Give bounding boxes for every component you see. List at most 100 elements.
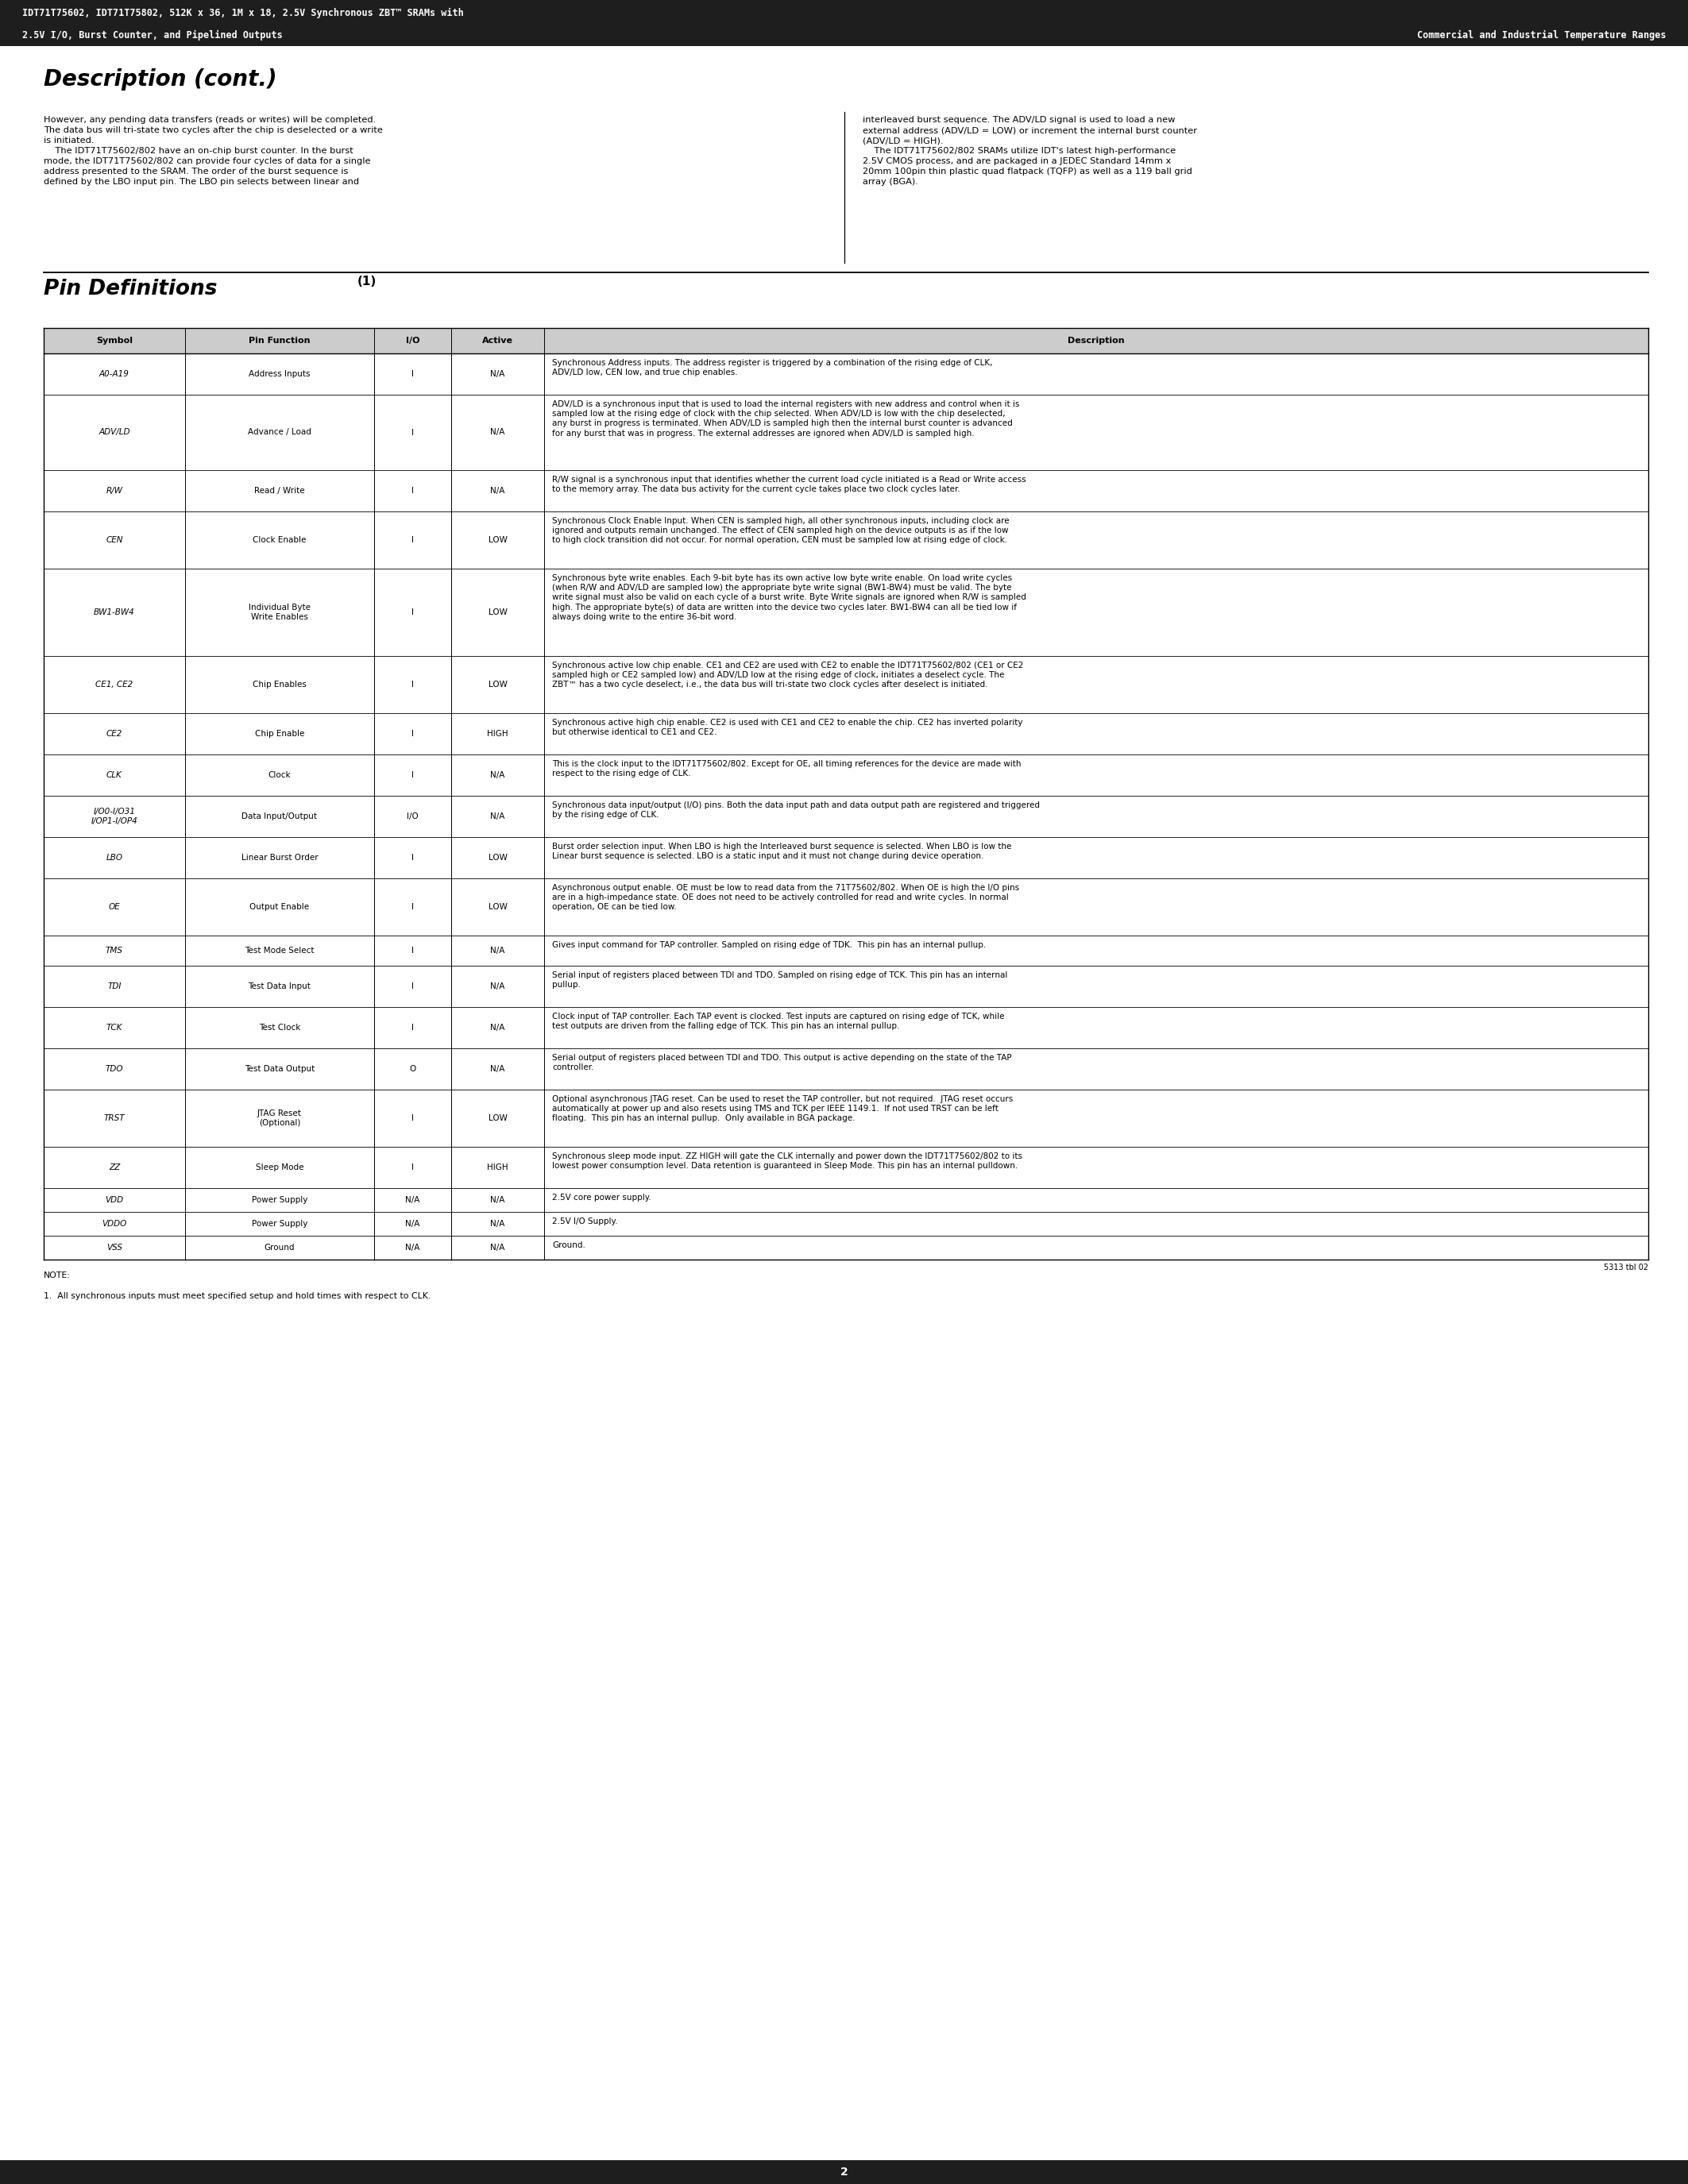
Text: A0-A19: A0-A19 xyxy=(100,369,130,378)
Text: I: I xyxy=(412,1024,414,1031)
Text: LOW: LOW xyxy=(488,1114,508,1123)
Text: Description: Description xyxy=(1069,336,1124,345)
Text: N/A: N/A xyxy=(405,1243,420,1251)
Text: Synchronous active low chip enable. CE1 and CE2 are used with CE2 to enable the : Synchronous active low chip enable. CE1 … xyxy=(552,662,1023,688)
Text: Ground: Ground xyxy=(265,1243,295,1251)
Bar xyxy=(44,328,1647,354)
Text: 2.5V I/O Supply.: 2.5V I/O Supply. xyxy=(552,1216,618,1225)
Text: I: I xyxy=(412,1164,414,1171)
Text: I/O: I/O xyxy=(405,336,420,345)
Text: TRST: TRST xyxy=(103,1114,125,1123)
Text: LOW: LOW xyxy=(488,609,508,616)
Text: IDT71T75602, IDT71T75802, 512K x 36, 1M x 18, 2.5V Synchronous ZBT™ SRAMs with: IDT71T75602, IDT71T75802, 512K x 36, 1M … xyxy=(22,9,464,17)
Text: 2: 2 xyxy=(841,2167,847,2177)
Text: Power Supply: Power Supply xyxy=(252,1197,307,1203)
Text: N/A: N/A xyxy=(491,1221,505,1227)
Text: I: I xyxy=(412,428,414,437)
Text: O: O xyxy=(410,1066,415,1072)
Text: N/A: N/A xyxy=(405,1197,420,1203)
Text: R/W: R/W xyxy=(106,487,123,496)
Text: Ground.: Ground. xyxy=(552,1241,586,1249)
Text: LOW: LOW xyxy=(488,902,508,911)
Text: Active: Active xyxy=(483,336,513,345)
Text: N/A: N/A xyxy=(405,1221,420,1227)
Text: HIGH: HIGH xyxy=(488,1164,508,1171)
Text: Synchronous Clock Enable Input. When CEN is sampled high, all other synchronous : Synchronous Clock Enable Input. When CEN… xyxy=(552,518,1009,544)
Text: 2.5V I/O, Burst Counter, and Pipelined Outputs: 2.5V I/O, Burst Counter, and Pipelined O… xyxy=(22,31,282,39)
Text: I/O0-I/O31
I/OP1-I/OP4: I/O0-I/O31 I/OP1-I/OP4 xyxy=(91,808,138,826)
Text: N/A: N/A xyxy=(491,812,505,821)
Text: Chip Enables: Chip Enables xyxy=(253,681,307,688)
Text: LOW: LOW xyxy=(488,681,508,688)
Text: Synchronous Address inputs. The address register is triggered by a combination o: Synchronous Address inputs. The address … xyxy=(552,358,993,376)
Text: BW1-BW4: BW1-BW4 xyxy=(95,609,135,616)
Text: Output Enable: Output Enable xyxy=(250,902,309,911)
Text: Advance / Load: Advance / Load xyxy=(248,428,311,437)
Text: Power Supply: Power Supply xyxy=(252,1221,307,1227)
Text: I: I xyxy=(412,729,414,738)
Text: NOTE:: NOTE: xyxy=(44,1271,71,1280)
Text: However, any pending data transfers (reads or writes) will be completed.
The dat: However, any pending data transfers (rea… xyxy=(44,116,383,186)
Text: ZZ: ZZ xyxy=(108,1164,120,1171)
Text: VSS: VSS xyxy=(106,1243,122,1251)
Text: Symbol: Symbol xyxy=(96,336,133,345)
Text: CLK: CLK xyxy=(106,771,122,780)
Text: Read / Write: Read / Write xyxy=(255,487,306,496)
Text: Synchronous active high chip enable. CE2 is used with CE1 and CE2 to enable the : Synchronous active high chip enable. CE2… xyxy=(552,719,1023,736)
Text: I: I xyxy=(412,946,414,954)
Text: TCK: TCK xyxy=(106,1024,123,1031)
Bar xyxy=(0,0,1688,46)
Text: Synchronous sleep mode input. ZZ HIGH will gate the CLK internally and power dow: Synchronous sleep mode input. ZZ HIGH wi… xyxy=(552,1153,1023,1171)
Text: N/A: N/A xyxy=(491,428,505,437)
Text: JTAG Reset
(Optional): JTAG Reset (Optional) xyxy=(257,1109,302,1127)
Text: VDD: VDD xyxy=(105,1197,123,1203)
Text: OE: OE xyxy=(108,902,120,911)
Text: TDI: TDI xyxy=(108,983,122,989)
Text: Individual Byte
Write Enables: Individual Byte Write Enables xyxy=(248,603,311,620)
Text: Commercial and Industrial Temperature Ranges: Commercial and Industrial Temperature Ra… xyxy=(1416,31,1666,39)
Text: Synchronous data input/output (I/O) pins. Both the data input path and data outp: Synchronous data input/output (I/O) pins… xyxy=(552,802,1040,819)
Text: Burst order selection input. When LBO is high the Interleaved burst sequence is : Burst order selection input. When LBO is… xyxy=(552,843,1011,860)
Text: Clock: Clock xyxy=(268,771,290,780)
Text: Description (cont.): Description (cont.) xyxy=(44,68,277,90)
Text: CEN: CEN xyxy=(106,535,123,544)
Text: N/A: N/A xyxy=(491,1066,505,1072)
Text: This is the clock input to the IDT71T75602/802. Except for OE, all timing refere: This is the clock input to the IDT71T756… xyxy=(552,760,1021,778)
Text: Pin Definitions: Pin Definitions xyxy=(44,280,218,299)
Text: 5313 tbl 02: 5313 tbl 02 xyxy=(1604,1265,1647,1271)
Text: ADV/LD: ADV/LD xyxy=(98,428,130,437)
Text: N/A: N/A xyxy=(491,1197,505,1203)
Text: 2.5V core power supply.: 2.5V core power supply. xyxy=(552,1195,652,1201)
Text: Test Data Input: Test Data Input xyxy=(248,983,311,989)
Text: Linear Burst Order: Linear Burst Order xyxy=(241,854,317,863)
Text: Serial output of registers placed between TDI and TDO. This output is active dep: Serial output of registers placed betwee… xyxy=(552,1055,1011,1072)
Text: R/W signal is a synchronous input that identifies whether the current load cycle: R/W signal is a synchronous input that i… xyxy=(552,476,1026,494)
Text: N/A: N/A xyxy=(491,771,505,780)
Text: I/O: I/O xyxy=(407,812,419,821)
Text: I: I xyxy=(412,609,414,616)
Text: Chip Enable: Chip Enable xyxy=(255,729,304,738)
Text: Synchronous byte write enables. Each 9-bit byte has its own active low byte writ: Synchronous byte write enables. Each 9-b… xyxy=(552,574,1026,620)
Text: LBO: LBO xyxy=(106,854,123,863)
Text: I: I xyxy=(412,1114,414,1123)
Text: TDO: TDO xyxy=(105,1066,123,1072)
Bar xyxy=(0,2160,1688,2184)
Text: Serial input of registers placed between TDI and TDO. Sampled on rising edge of : Serial input of registers placed between… xyxy=(552,972,1008,989)
Text: I: I xyxy=(412,902,414,911)
Text: HIGH: HIGH xyxy=(488,729,508,738)
Text: ADV/LD is a synchronous input that is used to load the internal registers with n: ADV/LD is a synchronous input that is us… xyxy=(552,400,1020,437)
Text: Gives input command for TAP controller. Sampled on rising edge of TDK.  This pin: Gives input command for TAP controller. … xyxy=(552,941,986,950)
Text: I: I xyxy=(412,487,414,496)
Text: LOW: LOW xyxy=(488,854,508,863)
Text: N/A: N/A xyxy=(491,369,505,378)
Text: CE2: CE2 xyxy=(106,729,123,738)
Text: Asynchronous output enable. OE must be low to read data from the 71T75602/802. W: Asynchronous output enable. OE must be l… xyxy=(552,885,1020,911)
Text: N/A: N/A xyxy=(491,1243,505,1251)
Text: Data Input/Output: Data Input/Output xyxy=(241,812,317,821)
Text: Pin Function: Pin Function xyxy=(248,336,311,345)
Text: VDDO: VDDO xyxy=(101,1221,127,1227)
Text: LOW: LOW xyxy=(488,535,508,544)
Text: Test Clock: Test Clock xyxy=(258,1024,300,1031)
Text: Optional asynchronous JTAG reset. Can be used to reset the TAP controller, but n: Optional asynchronous JTAG reset. Can be… xyxy=(552,1094,1013,1123)
Text: N/A: N/A xyxy=(491,1024,505,1031)
